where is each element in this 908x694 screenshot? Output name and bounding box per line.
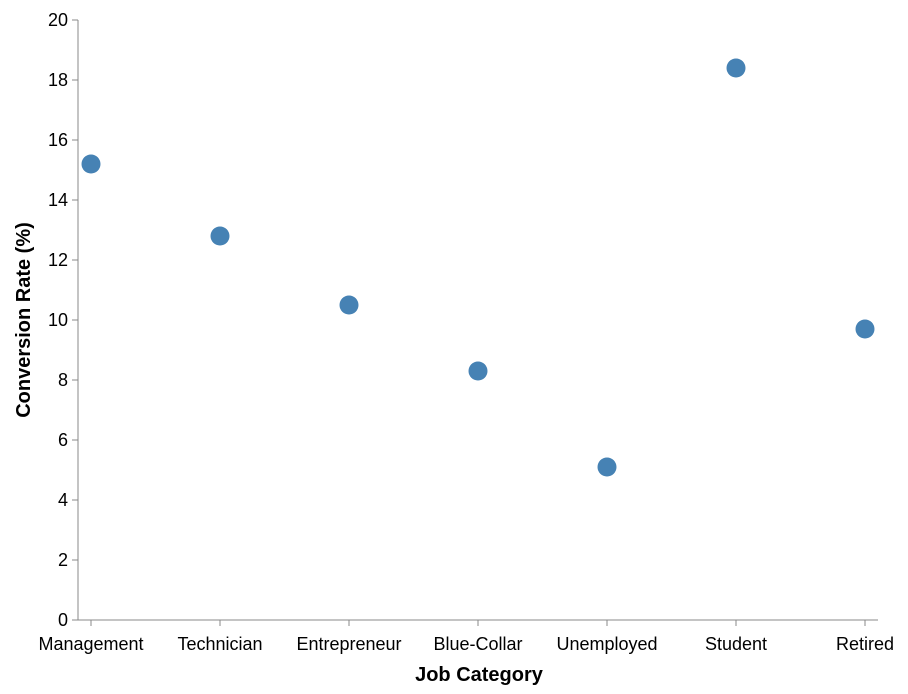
x-tick-label: Technician	[177, 634, 262, 654]
x-axis-title: Job Category	[415, 664, 544, 686]
data-point	[597, 457, 617, 477]
data-point	[81, 154, 101, 174]
y-tick-label: 0	[58, 610, 68, 630]
data-point	[468, 361, 488, 381]
x-tick-label: Entrepreneur	[296, 634, 401, 654]
x-tick-label: Student	[705, 634, 767, 654]
y-tick-label: 20	[48, 10, 68, 30]
x-axis: Management Technician Entrepreneur Blue-Col…	[38, 619, 894, 654]
y-tick-label: 10	[48, 310, 68, 330]
y-tick-label: 12	[48, 250, 68, 270]
y-tick-label: 14	[48, 190, 68, 210]
y-tick-label: 8	[58, 370, 68, 390]
y-axis: 0 2 4 6 8 10 12 14 16 18 20	[48, 10, 79, 630]
x-tick-label: Unemployed	[556, 634, 657, 654]
data-point	[855, 319, 875, 339]
data-point	[339, 295, 359, 315]
y-tick-label: 2	[58, 550, 68, 570]
y-tick-label: 16	[48, 130, 68, 150]
y-tick-label: 18	[48, 70, 68, 90]
data-point	[726, 58, 746, 78]
data-points	[81, 58, 875, 477]
y-tick-label: 4	[58, 490, 68, 510]
data-point	[210, 226, 230, 246]
y-axis-title: Conversion Rate (%)	[13, 222, 35, 418]
x-tick-label: Blue-Collar	[433, 634, 522, 654]
x-tick-label: Management	[38, 634, 143, 654]
x-tick-label: Retired	[836, 634, 894, 654]
y-tick-label: 6	[58, 430, 68, 450]
